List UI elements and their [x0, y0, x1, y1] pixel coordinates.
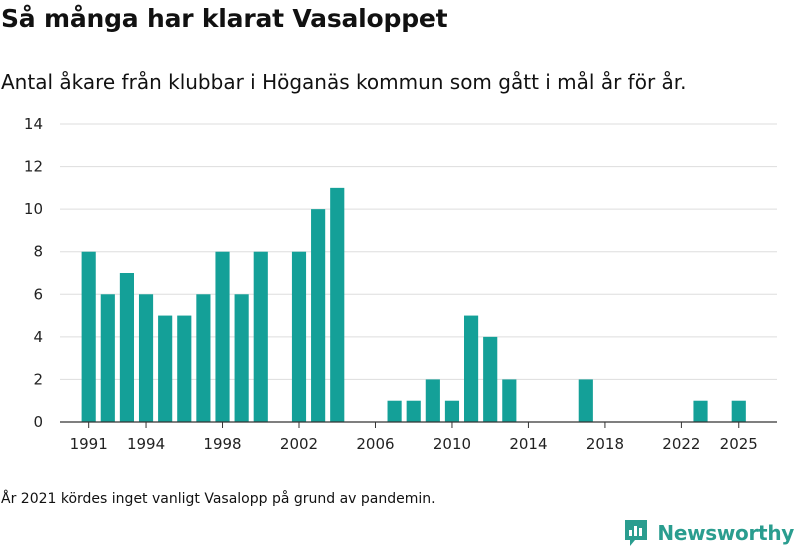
x-tick-label: 2010 — [433, 435, 471, 453]
footnote: År 2021 kördes inget vanligt Vasalopp på… — [1, 491, 436, 507]
bar-1998 — [215, 251, 230, 422]
bar-2003 — [311, 209, 326, 422]
bar-1999 — [234, 294, 249, 422]
brand-logo[interactable]: Newsworthy — [623, 518, 794, 548]
chart-subtitle: Antal åkare från klubbar i Höganäs kommu… — [1, 70, 687, 94]
bar-1991 — [81, 251, 96, 422]
y-tick-label: 8 — [33, 243, 43, 261]
bars — [81, 187, 746, 422]
bar-2025 — [731, 400, 746, 422]
bar-1992 — [100, 294, 115, 422]
bar-2023 — [693, 400, 708, 422]
bar-2000 — [253, 251, 268, 422]
x-tick-label: 2025 — [720, 435, 758, 453]
x-tick-label: 2006 — [356, 435, 394, 453]
bar-1994 — [138, 294, 154, 422]
bar-2004 — [330, 187, 345, 422]
bar-2017 — [578, 379, 593, 422]
bar-2010 — [444, 400, 460, 422]
newsworthy-logo-icon — [625, 520, 648, 546]
bar-1993 — [119, 273, 134, 422]
bar-chart: 1991 1994 1998 2002 2006 2010 2014 2018 2022 2025… — [24, 115, 777, 453]
x-tick-label: 2018 — [586, 435, 624, 453]
y-tick-label: 6 — [33, 285, 43, 303]
y-tick-label: 2 — [33, 370, 43, 388]
x-tick-label: 2022 — [662, 435, 700, 453]
bar-2013 — [502, 379, 517, 422]
y-tick-label: 14 — [24, 115, 43, 133]
y-tick-label: 10 — [24, 200, 43, 218]
brand-name: Newsworthy — [657, 521, 794, 545]
y-tick-label: 12 — [24, 158, 43, 176]
chart-title: Så många har klarat Vasaloppet — [1, 4, 448, 33]
bar-2011 — [464, 315, 479, 422]
bar-2002 — [291, 251, 307, 422]
x-tick-label: 1998 — [203, 435, 241, 453]
bar-1997 — [196, 294, 211, 422]
bar-2007 — [387, 400, 402, 422]
bar-1995 — [158, 315, 173, 422]
y-axis-ticks: 0 2 4 6 8 10 12 14 — [24, 115, 43, 431]
y-tick-label: 4 — [33, 328, 43, 346]
x-tick-label: 2002 — [280, 435, 318, 453]
x-tick-label: 1994 — [127, 435, 165, 453]
bar-2009 — [425, 379, 440, 422]
x-tick-label: 1991 — [70, 435, 108, 453]
bar-2012 — [483, 336, 498, 422]
bar-1996 — [177, 315, 192, 422]
y-tick-label: 0 — [33, 413, 43, 431]
x-axis-ticks: 1991 1994 1998 2002 2006 2010 2014 2018 2022 2025 — [70, 422, 758, 453]
x-tick-label: 2014 — [509, 435, 547, 453]
bar-2008 — [406, 400, 421, 422]
